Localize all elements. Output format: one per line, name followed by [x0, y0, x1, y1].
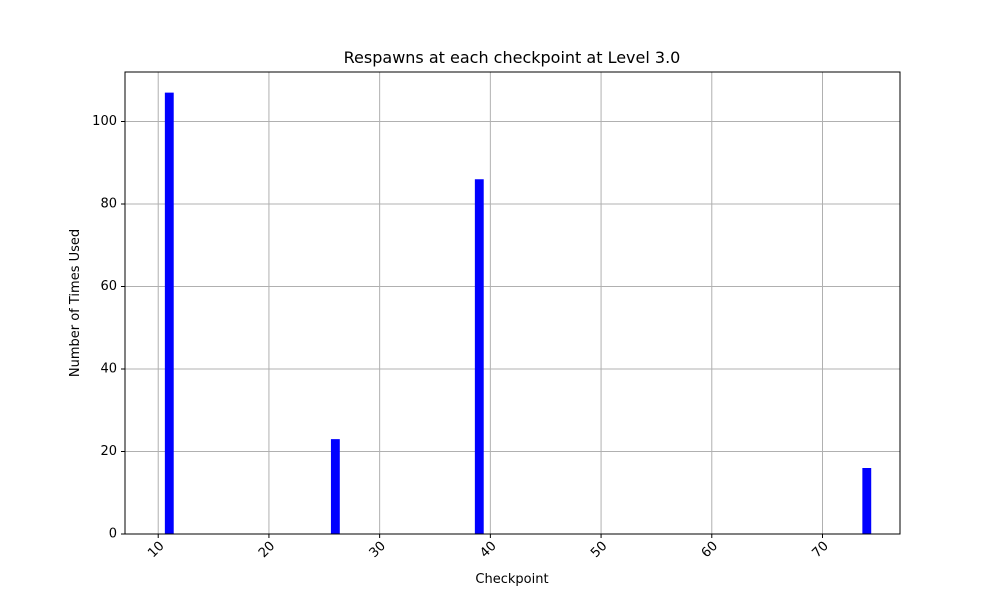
- chart-title: Respawns at each checkpoint at Level 3.0: [344, 48, 681, 67]
- y-tick-label: 80: [100, 197, 117, 212]
- y-tick-label: 60: [100, 279, 117, 294]
- y-axis-label: Number of Times Used: [68, 229, 83, 377]
- x-axis-label: Checkpoint: [475, 572, 548, 587]
- y-tick-label: 100: [92, 114, 117, 129]
- plot-frame: [124, 71, 901, 535]
- bar-checkpoint-11: [164, 92, 174, 534]
- grid-layer: [125, 72, 900, 535]
- bar-checkpoint-74: [862, 468, 872, 534]
- bar-layer: [164, 92, 872, 534]
- y-tick-label: 40: [100, 362, 117, 377]
- y-tick-label: 20: [100, 444, 117, 459]
- y-tick-label: 0: [109, 527, 117, 542]
- bar-checkpoint-26: [330, 439, 340, 534]
- bar-checkpoint-39: [474, 179, 484, 534]
